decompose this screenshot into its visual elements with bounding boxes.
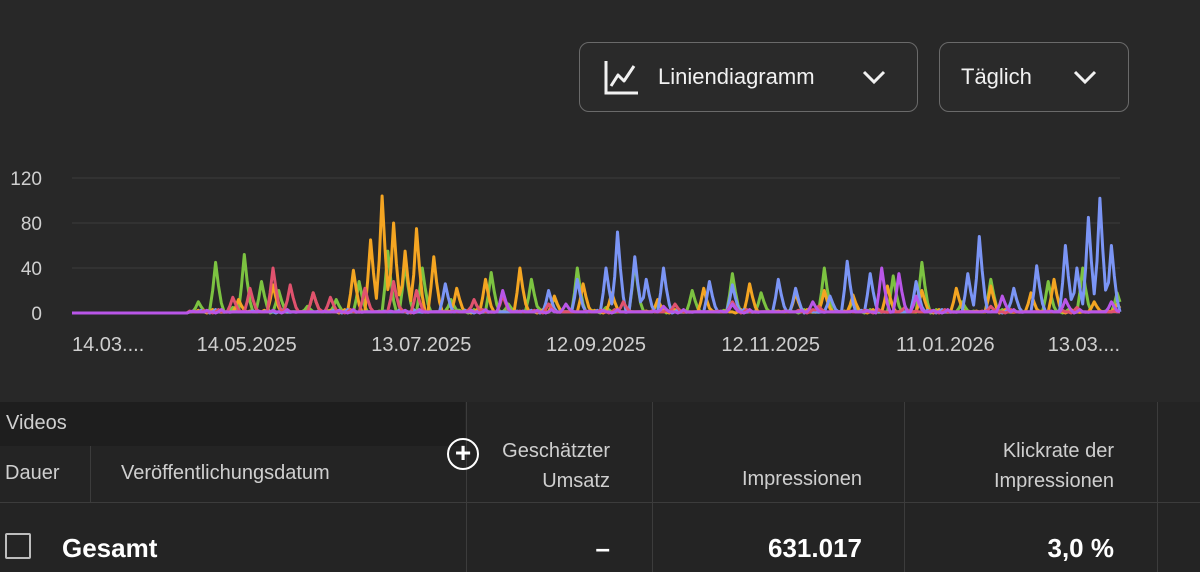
x-tick-label: 12.09.2025 [546, 334, 646, 356]
y-tick-label: 120 [10, 169, 42, 190]
column-header-impressions[interactable]: Impressionen [741, 468, 862, 490]
column-header-publish-date[interactable]: Veröffentlichungsdatum [121, 462, 330, 484]
chart-type-label: Liniendiagramm [658, 64, 815, 89]
row-divider [0, 502, 1200, 503]
column-header-duration[interactable]: Dauer [5, 462, 60, 484]
revenue-header-line2: Umsatz [542, 470, 610, 492]
total-revenue-value: – [595, 533, 610, 563]
videos-section-header [0, 402, 465, 446]
column-divider [466, 402, 467, 572]
revenue-header-line1: Geschätzter [502, 440, 610, 462]
column-divider [904, 402, 905, 572]
chart-type-dropdown[interactable]: Liniendiagramm [579, 42, 918, 112]
y-tick-label: 80 [21, 214, 42, 235]
x-tick-label: 13.03.... [1048, 334, 1120, 356]
x-tick-label: 14.03.... [72, 334, 144, 356]
ctr-header-line1: Klickrate der [1002, 440, 1114, 462]
period-label: Täglich [961, 64, 1032, 89]
ctr-header-line2: Impressionen [993, 470, 1114, 492]
x-tick-label: 14.05.2025 [197, 334, 297, 356]
period-dropdown[interactable]: Täglich [939, 42, 1129, 112]
column-divider [90, 446, 91, 502]
videos-section-title: Videos [6, 412, 67, 434]
chevron-down-icon [1073, 70, 1097, 85]
line-chart-icon [604, 61, 638, 95]
add-column-icon[interactable]: + [447, 438, 479, 470]
column-divider [652, 402, 653, 572]
series-line[interactable] [72, 196, 1122, 315]
x-tick-label: 12.11.2025 [721, 334, 820, 356]
series-line[interactable] [72, 194, 1122, 315]
impressions-line-chart: 0 40 80 120 14.03.... 14.05.2025 13.07.2025 12… [10, 169, 1122, 356]
chevron-down-icon [862, 70, 886, 85]
column-header-revenue[interactable]: Geschätzter Umsatz [480, 436, 610, 496]
total-ctr-value: 3,0 % [1047, 533, 1115, 563]
column-header-ctr[interactable]: Klickrate der Impressionen [920, 436, 1114, 496]
videos-table: Videos Dauer Veröffentlichungsdatum + Ge… [0, 402, 1200, 572]
x-tick-label: 13.07.2025 [371, 334, 471, 356]
y-tick-label: 0 [31, 304, 42, 325]
total-impressions-value: 631.017 [768, 533, 862, 563]
series-line[interactable] [72, 266, 1121, 315]
y-tick-label: 40 [21, 259, 42, 280]
x-tick-label: 11.01.2026 [896, 334, 995, 356]
total-row-label: Gesamt [62, 533, 158, 563]
total-row-checkbox[interactable] [5, 533, 31, 559]
column-divider [1157, 402, 1158, 572]
